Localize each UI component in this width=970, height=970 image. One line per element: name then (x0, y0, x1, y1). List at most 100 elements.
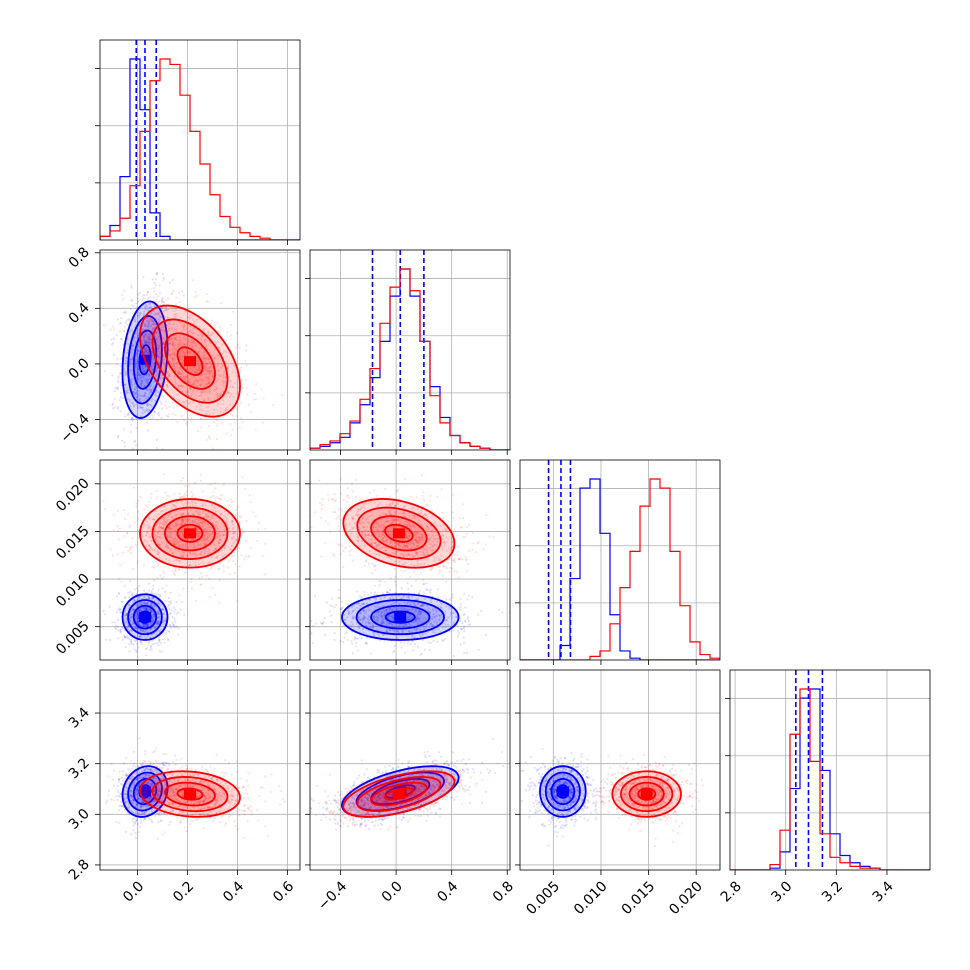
scatter-point (457, 606, 460, 609)
y-tick-label: 0.4 (66, 300, 93, 327)
scatter-point (150, 621, 153, 624)
scatter-point (140, 381, 143, 384)
scatter-point (162, 608, 165, 611)
scatter-point (153, 627, 156, 630)
scatter-point (135, 391, 138, 394)
scatter-point (157, 347, 160, 350)
scatter-point (165, 494, 168, 497)
scatter-point (92, 370, 94, 372)
scatter-point (161, 355, 164, 358)
scatter-point (451, 567, 454, 570)
scatter-point (215, 424, 218, 427)
scatter-point (172, 625, 175, 628)
scatter-point (181, 512, 185, 516)
scatter-point (171, 358, 174, 361)
scatter-point (157, 318, 160, 321)
scatter-point (122, 428, 125, 431)
scatter-point (149, 644, 153, 647)
scatter-point (384, 580, 387, 583)
scatter-point (134, 614, 138, 618)
scatter-point (165, 385, 168, 388)
scatter-point (158, 526, 162, 529)
scatter-point (208, 369, 211, 372)
scatter-point (116, 436, 120, 439)
scatter-point (211, 356, 214, 359)
scatter-point (226, 330, 229, 334)
scatter-point (132, 621, 135, 625)
scatter-point (134, 364, 137, 368)
scatter-point (119, 630, 123, 633)
scatter-point (217, 369, 220, 372)
scatter-point (205, 413, 208, 416)
scatter-point (254, 515, 257, 518)
scatter-point (197, 512, 200, 515)
scatter-point (468, 623, 472, 626)
scatter-point (337, 596, 340, 600)
scatter-point (138, 316, 141, 319)
scatter-point (180, 519, 183, 522)
scatter-point (160, 650, 163, 653)
scatter-point (134, 359, 137, 362)
scatter-point (455, 534, 458, 537)
scatter-point (149, 335, 153, 338)
scatter-point (148, 381, 151, 384)
scatter-point (165, 584, 168, 587)
scatter-point (319, 621, 323, 624)
scatter-point (152, 416, 155, 419)
scatter-point (180, 290, 184, 293)
scatter-point (182, 384, 185, 387)
panel-frame (309, 249, 511, 451)
scatter-point (142, 370, 146, 373)
scatter-point (143, 631, 146, 634)
scatter-point (161, 509, 164, 512)
scatter-point (192, 339, 196, 342)
scatter-point (108, 605, 111, 608)
scatter-point (208, 373, 211, 376)
scatter-point (157, 335, 161, 338)
scatter-point (183, 375, 186, 378)
scatter-point (148, 343, 151, 346)
scatter-point (168, 539, 171, 542)
scatter-point (125, 621, 128, 624)
scatter-point (172, 340, 175, 343)
scatter-point (132, 607, 135, 610)
scatter-point (175, 328, 178, 331)
scatter-point (163, 641, 166, 644)
scatter-point (189, 350, 192, 353)
scatter-point (238, 565, 241, 568)
scatter-point (129, 400, 132, 403)
scatter-point (156, 563, 159, 566)
scatter-point (123, 445, 126, 448)
scatter-point (172, 504, 175, 507)
scatter-point (136, 611, 139, 614)
scatter-point (181, 551, 185, 554)
scatter-point (143, 399, 146, 402)
scatter-point (201, 356, 205, 359)
scatter-point (215, 438, 218, 441)
scatter-point (151, 278, 154, 281)
scatter-point (194, 379, 197, 382)
scatter-point (234, 421, 237, 424)
scatter-point (147, 335, 150, 338)
scatter-point (138, 404, 141, 407)
scatter-point (235, 346, 238, 349)
scatter-point (238, 347, 241, 350)
scatter-point (174, 369, 177, 372)
scatter-point (191, 332, 194, 335)
scatter-point (143, 394, 146, 397)
scatter-point (341, 640, 345, 644)
scatter-point (167, 308, 170, 311)
scatter-point (363, 564, 366, 567)
scatter-point (186, 368, 189, 371)
scatter-point (178, 371, 181, 374)
scatter-point (432, 639, 435, 642)
scatter-point (151, 610, 154, 613)
scatter-point (123, 330, 126, 333)
scatter-point (164, 367, 167, 370)
scatter-point (144, 350, 147, 353)
scatter-point (126, 389, 129, 392)
scatter-point (238, 546, 241, 549)
scatter-point (196, 532, 199, 535)
scatter-point (341, 600, 344, 603)
scatter-point (156, 312, 159, 315)
